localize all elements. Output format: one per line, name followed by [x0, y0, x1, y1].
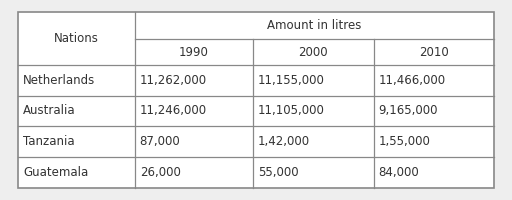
Text: 55,000: 55,000: [258, 166, 298, 179]
Text: 2010: 2010: [419, 46, 449, 59]
Text: 84,000: 84,000: [379, 166, 419, 179]
Text: 11,105,000: 11,105,000: [258, 104, 325, 117]
Text: Guatemala: Guatemala: [23, 166, 88, 179]
Text: 1,42,000: 1,42,000: [258, 135, 310, 148]
Text: 26,000: 26,000: [140, 166, 181, 179]
Text: 11,262,000: 11,262,000: [140, 74, 207, 87]
Text: Amount in litres: Amount in litres: [267, 19, 361, 32]
Text: Netherlands: Netherlands: [23, 74, 95, 87]
Text: 9,165,000: 9,165,000: [379, 104, 438, 117]
Text: Nations: Nations: [54, 32, 99, 45]
Text: 1990: 1990: [179, 46, 208, 59]
Bar: [18, 12, 494, 188]
Text: 87,000: 87,000: [140, 135, 180, 148]
Text: Tanzania: Tanzania: [23, 135, 75, 148]
Text: Australia: Australia: [23, 104, 76, 117]
Text: 2000: 2000: [298, 46, 328, 59]
Text: 11,246,000: 11,246,000: [140, 104, 207, 117]
Text: 1,55,000: 1,55,000: [379, 135, 431, 148]
Text: 11,466,000: 11,466,000: [379, 74, 446, 87]
Text: 11,155,000: 11,155,000: [258, 74, 325, 87]
